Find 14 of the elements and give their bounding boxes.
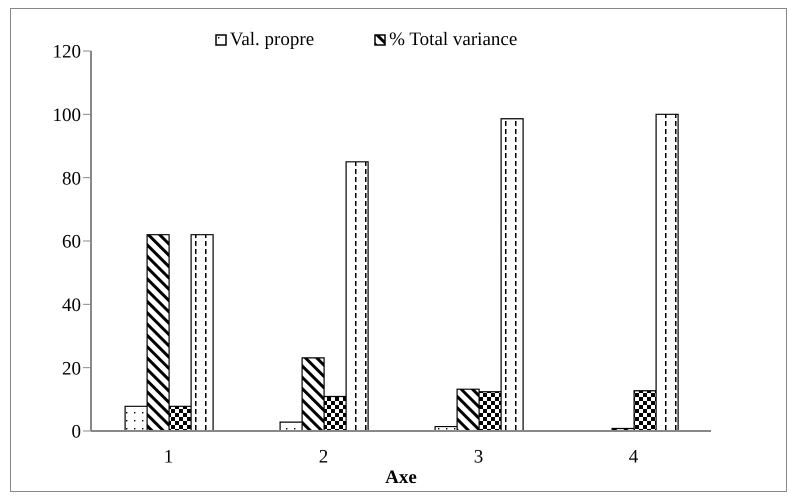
x-tick-label: 4	[628, 446, 639, 468]
y-tick-label: 100	[52, 105, 81, 126]
y-tick-label: 120	[52, 42, 81, 63]
x-tick-label: 2	[318, 446, 328, 468]
legend-label: Val. propre	[230, 29, 314, 51]
y-tick-label: 60	[62, 232, 81, 253]
y-tick-label: 20	[62, 358, 81, 380]
x-tick-label: 1	[164, 446, 174, 468]
y-tick-label: 0	[72, 422, 81, 443]
legend-label: % Total variance	[389, 29, 518, 51]
x-axis-title: Axe	[385, 467, 417, 488]
y-tick-label: 80	[62, 168, 81, 190]
x-tick-label: 3	[474, 446, 484, 468]
y-tick-label: 40	[62, 295, 81, 316]
